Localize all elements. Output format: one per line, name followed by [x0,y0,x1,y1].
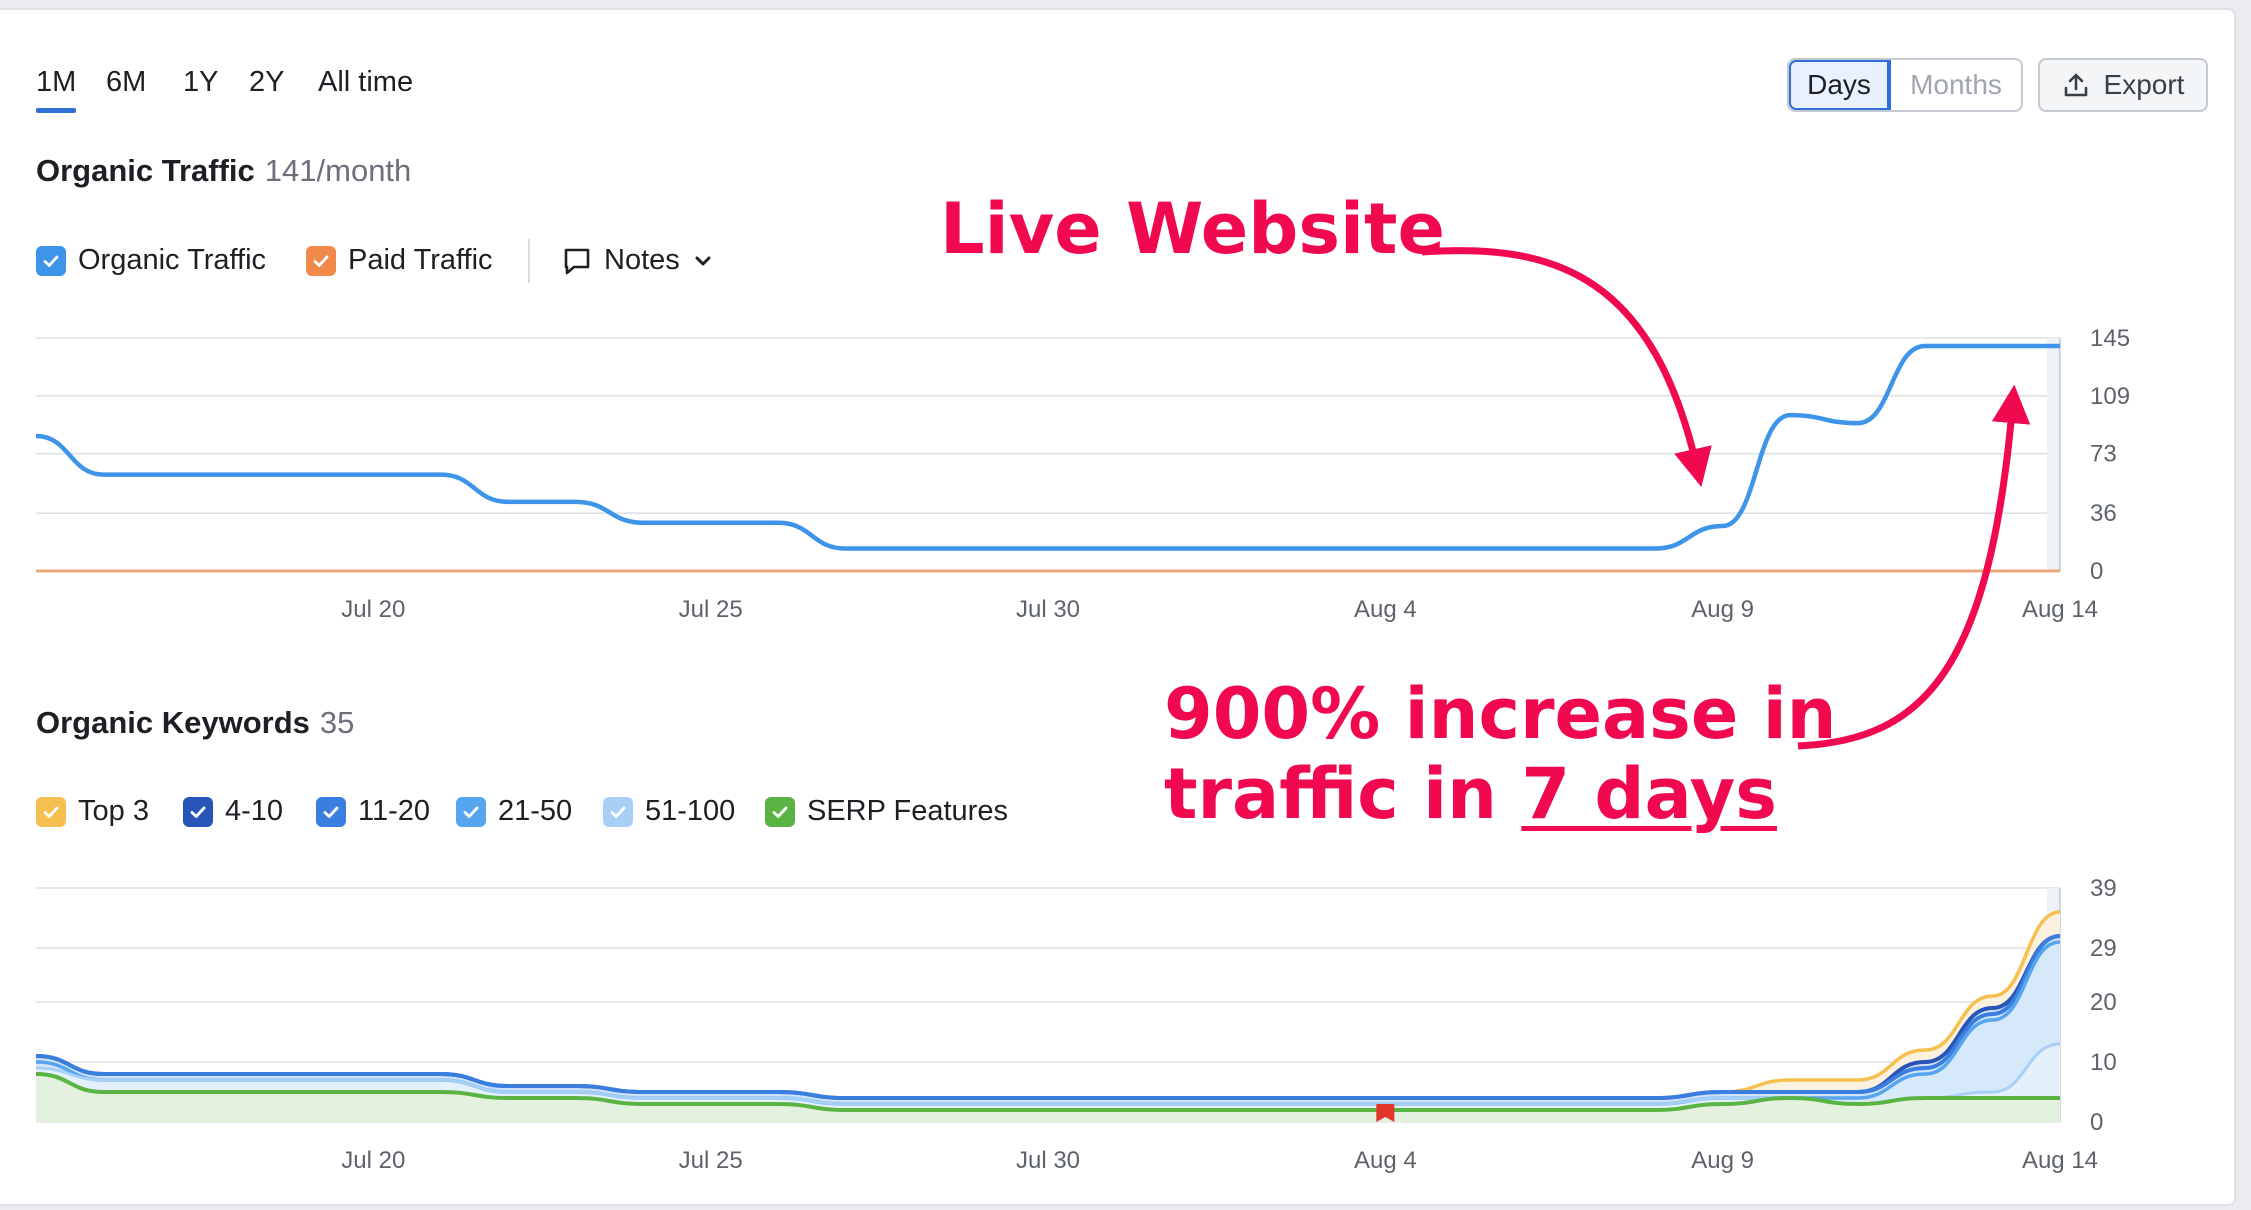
checkbox-icon [603,796,633,827]
legend-organic-traffic[interactable]: Organic Traffic [36,244,266,277]
x-tick-label: Aug 14 [2022,596,2098,623]
annotation-live-website: Live Website [940,188,1445,270]
keywords-title: Organic Keywords 35 [36,705,354,741]
annotation-line-2: traffic in 7 days [1164,754,1837,834]
x-tick-label: Jul 30 [1016,1147,1080,1174]
y-tick-label: 36 [2090,500,2117,527]
series-serp-features[interactable] [35,1072,2060,1112]
export-button[interactable]: Export [2038,58,2208,112]
legend-top-3[interactable]: Top 3 [36,795,149,828]
tab-1m[interactable]: 1M [36,66,77,113]
annotation-emphasis: 7 days [1521,753,1777,835]
x-tick-label: Jul 20 [341,1147,405,1174]
y-tick-label: 29 [2090,935,2117,962]
months-button[interactable]: Months [1910,69,2002,100]
export-label: Export [2103,69,2185,100]
tab-6m[interactable]: 6M [106,66,147,98]
notes-label: Notes [604,244,680,276]
checkbox-icon [456,796,486,827]
chevron-down-icon [692,250,714,272]
legend-label: Paid Traffic [348,244,493,276]
y-tick-label: 145 [2090,325,2130,352]
annotation-prefix: traffic in [1164,753,1497,835]
x-tick-label: Aug 14 [2022,1147,2098,1174]
legend-divider [528,239,530,283]
legend-label: Organic Traffic [78,244,267,276]
current-day-band [2047,338,2060,571]
organic-keywords-chart[interactable]: 0 10 20 29 39 Jul 20 Jul 25 Jul 30 Aug 4 Aug 9 Aug… [0,872,2236,1192]
x-tick-label: Jul 30 [1016,596,1080,623]
upload-icon [2062,71,2090,99]
legend-11-20[interactable]: 11-20 [316,795,430,828]
comment-icon [562,246,592,276]
x-tick-label: Jul 20 [341,596,405,623]
series-top-3[interactable] [35,910,2061,1100]
organic-traffic-chart[interactable]: 0 36 73 109 145 Jul 20 Jul 25 Jul 30 Aug 4 Aug 9 A… [0,320,2236,650]
annotation-increase: 900% increase in traffic in 7 days [1164,674,1837,834]
keywords-metric: 35 [319,705,355,740]
legend-label: 51-100 [645,795,736,827]
keywords-title-text: Organic Keywords [36,705,310,740]
series-11-20[interactable] [35,934,2061,1100]
note-flag-icon[interactable] [1376,1104,1395,1122]
y-tick-label: 20 [2090,989,2117,1016]
series-51-100[interactable] [35,1042,2061,1106]
x-tick-label: Aug 9 [1691,1147,1754,1174]
y-tick-label: 109 [2090,383,2130,410]
y-tick-label: 39 [2090,875,2117,902]
legend-label: Top 3 [78,795,149,827]
tab-2y[interactable]: 2Y [249,66,285,98]
tab-1y[interactable]: 1Y [183,66,219,98]
checkbox-icon [36,796,66,827]
tab-all-time[interactable]: All time [318,66,414,98]
x-tick-label: Jul 25 [679,596,743,623]
annotation-line-1: 900% increase in [1164,673,1837,755]
legend-51-100[interactable]: 51-100 [603,795,735,828]
legend-label: SERP Features [807,795,1008,827]
x-tick-label: Aug 4 [1354,596,1417,623]
x-tick-label: Jul 25 [679,1147,743,1174]
checkbox-icon [765,796,795,827]
days-button[interactable]: Days [1789,60,1891,110]
legend-21-50[interactable]: 21-50 [456,795,572,828]
legend-paid-traffic[interactable]: Paid Traffic [306,244,493,277]
traffic-card: 1M 6M 1Y 2Y All time Days Months Export … [0,8,2236,1206]
x-tick-label: Aug 9 [1691,596,1754,623]
checkbox-icon [306,245,336,276]
series-organic-traffic[interactable] [35,343,2060,551]
x-tick-label: Aug 4 [1354,1147,1417,1174]
traffic-title-text: Organic Traffic [36,153,255,188]
granularity-toggle: Days Months [1787,58,2023,112]
y-tick-label: 0 [2090,558,2103,585]
traffic-metric: 141/month [264,153,412,188]
legend-serp-features[interactable]: SERP Features [765,795,1008,828]
y-tick-label: 10 [2090,1049,2117,1076]
checkbox-icon [183,796,213,827]
legend-label: 4-10 [225,795,284,827]
checkbox-icon [36,245,66,276]
checkbox-icon [316,796,346,827]
y-tick-label: 73 [2090,441,2117,468]
notes-dropdown[interactable]: Notes [562,244,714,277]
y-tick-label: 0 [2090,1109,2103,1136]
traffic-title: Organic Traffic 141/month [36,153,411,189]
legend-label: 21-50 [498,795,573,827]
legend-label: 11-20 [358,795,431,827]
legend-4-10[interactable]: 4-10 [183,795,283,828]
